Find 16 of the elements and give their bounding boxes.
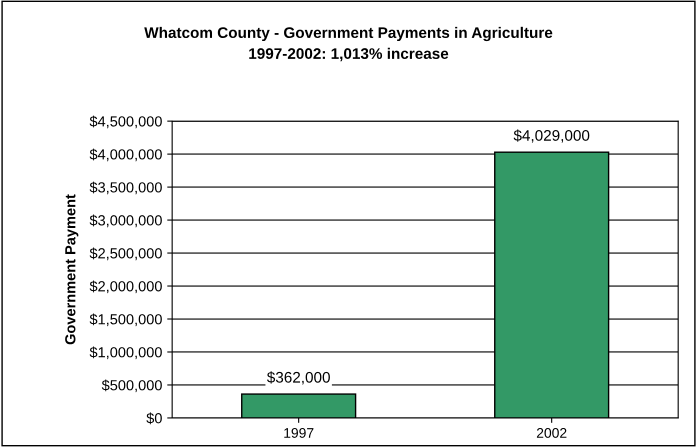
y-tick-label: $500,000 <box>102 379 162 392</box>
y-tick-label: $2,500,000 <box>90 248 162 260</box>
data-label: $4,029,000 <box>514 129 590 143</box>
y-tick-label: $4,500,000 <box>90 116 162 128</box>
y-tick-label: $0 <box>146 412 162 424</box>
x-tick-label: 1997 <box>284 428 314 438</box>
y-tick-label: $4,000,000 <box>90 148 162 162</box>
y-axis-title: Government Payment <box>65 194 78 344</box>
y-tick-label: $3,500,000 <box>90 182 162 194</box>
chart-title: Whatcom County - Government Payments in Agriculture 1997-2002: 1,013% increase <box>144 26 552 62</box>
y-tick-label: $3,000,000 <box>90 214 162 228</box>
data-label: $362,000 <box>266 371 330 385</box>
y-tick-label: $2,000,000 <box>90 280 162 294</box>
y-tick-label: $1,000,000 <box>90 346 162 360</box>
x-tick-label: 2002 <box>536 428 566 438</box>
y-tick-label: $1,500,000 <box>90 313 162 326</box>
